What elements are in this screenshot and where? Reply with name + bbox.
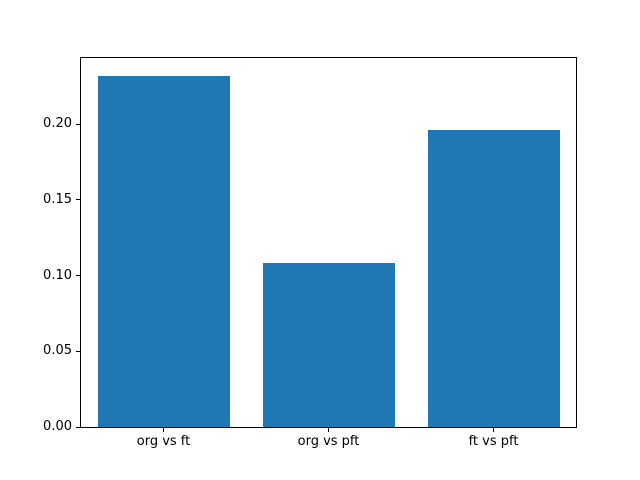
x-tick-label: org vs pft — [297, 434, 360, 449]
y-tick-mark — [76, 199, 80, 201]
x-tick-mark — [163, 428, 164, 432]
y-tick-mark — [76, 350, 80, 352]
bar-org-vs-ft — [97, 75, 230, 427]
y-tick-label: 0.00 — [43, 419, 72, 434]
bar-ft-vs-pft — [427, 130, 560, 427]
y-tick-mark — [76, 123, 80, 125]
x-tick-mark — [328, 428, 329, 432]
x-tick-label: ft vs pft — [468, 434, 519, 449]
y-tick-label: 0.20 — [43, 116, 72, 132]
y-tick-label: 0.15 — [43, 191, 72, 207]
y-tick-label: 0.05 — [43, 343, 72, 359]
bar-org-vs-pft — [262, 263, 395, 427]
y-tick-mark — [76, 426, 80, 428]
y-tick-mark — [76, 275, 80, 277]
y-tick-label: 0.10 — [43, 267, 72, 283]
x-tick-mark — [493, 428, 494, 432]
x-tick-label: org vs ft — [136, 434, 191, 449]
plot-area — [80, 57, 577, 428]
